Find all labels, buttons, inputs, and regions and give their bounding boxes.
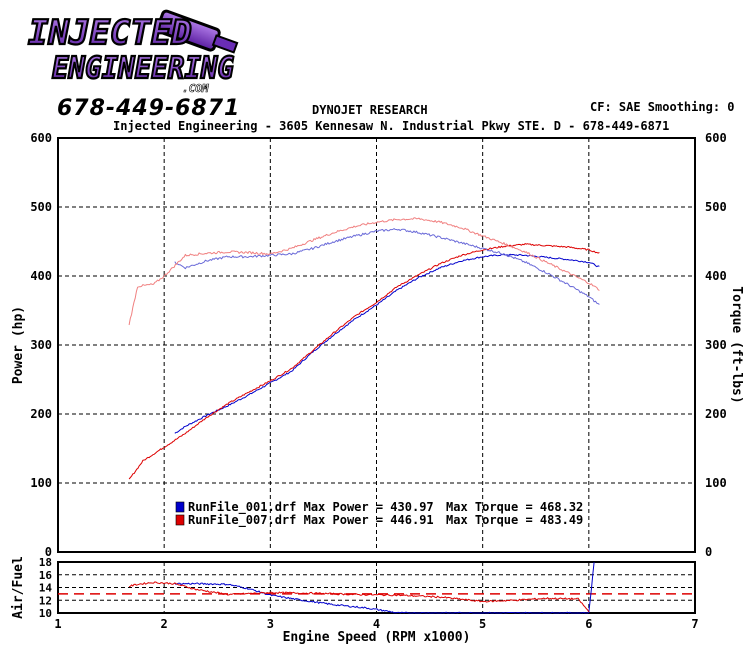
legend-torque-label-1: Max Torque = 483.49 xyxy=(446,513,583,527)
x-tick-label-6: 7 xyxy=(691,617,698,631)
y-tick-label-left-0: 0 xyxy=(45,545,52,559)
dynojet-title: DYNOJET RESEARCH xyxy=(312,103,428,117)
y-tick-label-left-4: 400 xyxy=(30,269,52,283)
y-tick-label-right-2: 200 xyxy=(705,407,727,421)
legend-swatch-0 xyxy=(175,501,185,513)
series-line-torque-3 xyxy=(128,217,600,326)
x-tick-label-0: 1 xyxy=(54,617,61,631)
power-torque-plot: 0 0 100 100 200 200 300 300 400 400 500 500 600 600 Po… xyxy=(11,131,744,559)
x-tick-label-3: 4 xyxy=(373,617,380,631)
x-tick-label-1: 2 xyxy=(161,617,168,631)
injector-icon xyxy=(156,9,239,54)
y-tick-label-right-1: 100 xyxy=(705,476,727,490)
phone-number: 678-449-6871 xyxy=(57,96,241,121)
logo-text-engineering: ENGINEERING xyxy=(52,51,234,86)
y-tick-label-right-6: 600 xyxy=(705,131,727,145)
afr-series-line-1 xyxy=(128,581,590,613)
y-tick-label-right-3: 300 xyxy=(705,338,727,352)
y-tick-label-left-2: 200 xyxy=(30,407,52,421)
afr-tick-label-1: 12 xyxy=(39,594,52,607)
series-line-power-0 xyxy=(174,253,600,434)
logo-text-injected: INJECTED xyxy=(28,13,192,53)
injected-engineering-logo: INJECTED ENGINEERING .COM xyxy=(27,9,239,95)
afr-tick-label-2: 14 xyxy=(39,582,53,595)
legend-swatch-1 xyxy=(175,514,185,526)
y-tick-label-right-0: 0 xyxy=(705,545,712,559)
series-line-torque-2 xyxy=(174,228,600,305)
x-tick-label-4: 5 xyxy=(479,617,486,631)
x-tick-label-2: 3 xyxy=(267,617,274,631)
y-tick-label-right-5: 500 xyxy=(705,200,727,214)
x-axis-label: Engine Speed (RPM x1000) xyxy=(283,630,471,645)
afr-series-line-0 xyxy=(174,562,595,614)
y-tick-label-left-1: 100 xyxy=(30,476,52,490)
legend-torque-label-0: Max Torque = 468.32 xyxy=(446,500,583,514)
cf-smoothing-label: CF: SAE Smoothing: 0 xyxy=(590,100,735,114)
y-tick-label-left-3: 300 xyxy=(30,338,52,352)
afr-axis-label: Air/Fuel xyxy=(11,556,26,619)
legend-label-0: RunFile_001.drf Max Power = 430.97 xyxy=(188,500,434,515)
y-axis-label-right: Torque (ft-lbs) xyxy=(729,286,744,403)
y-axis-label-left: Power (hp) xyxy=(11,306,26,384)
logo-text-com: .COM xyxy=(182,82,209,95)
afr-tick-label-0: 10 xyxy=(39,607,52,620)
afr-tick-label-3: 16 xyxy=(39,569,53,582)
x-tick-label-5: 6 xyxy=(585,617,592,631)
y-tick-label-right-4: 400 xyxy=(705,269,727,283)
afr-tick-label-4: 18 xyxy=(39,556,52,569)
series-line-power-1 xyxy=(128,243,600,480)
legend-label-1: RunFile_007.drf Max Power = 446.91 xyxy=(188,513,434,528)
y-tick-label-left-6: 600 xyxy=(30,131,52,145)
y-tick-label-left-5: 500 xyxy=(30,200,52,214)
shop-address: Injected Engineering - 3605 Kennesaw N. … xyxy=(113,119,670,133)
